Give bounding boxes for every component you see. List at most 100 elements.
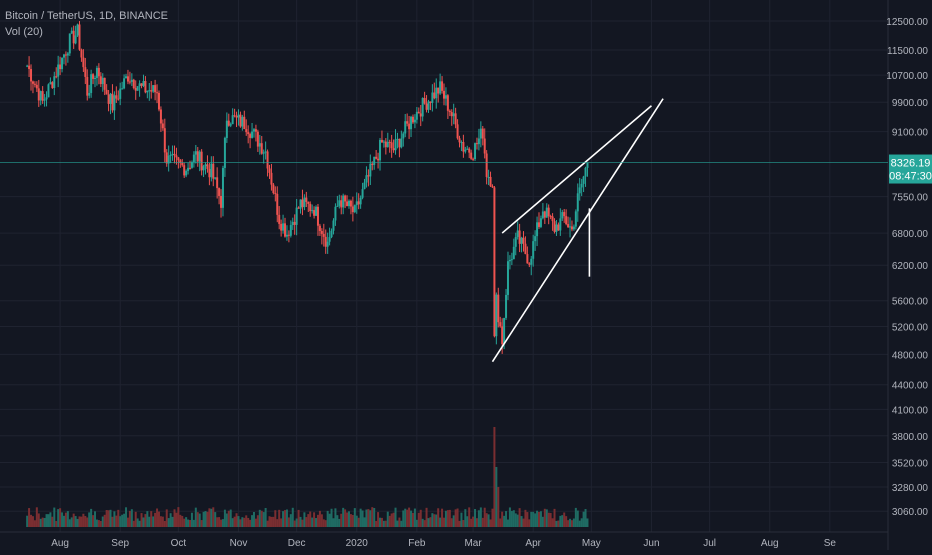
volume-bar xyxy=(254,518,257,527)
volume-bar xyxy=(270,516,273,527)
volume-bar xyxy=(400,520,403,527)
volume-bar xyxy=(169,513,172,527)
candle-body xyxy=(231,115,234,125)
volume-bar xyxy=(518,508,521,527)
candle-body xyxy=(45,97,48,100)
volume-bar xyxy=(59,508,62,527)
volume-bar xyxy=(35,507,38,527)
candle-body xyxy=(146,90,149,93)
volume-bar xyxy=(365,509,368,527)
candle-body xyxy=(439,81,442,94)
candle-body xyxy=(47,84,50,98)
candle-body xyxy=(55,76,58,78)
volume-bar xyxy=(563,512,566,527)
volume-bar xyxy=(505,511,508,527)
volume-bar xyxy=(530,511,533,527)
price-axis[interactable]: 12500.00 11500.00 10700.00 9900.00 9100.00 75… xyxy=(886,17,928,518)
price-tick-label: 6800.00 xyxy=(892,229,929,240)
volume-bar xyxy=(245,515,248,527)
volume-bar xyxy=(181,515,184,527)
candle-body xyxy=(103,77,106,90)
volume-bar xyxy=(97,520,100,527)
volume-bar xyxy=(328,513,331,527)
candle-body xyxy=(190,162,193,168)
time-axis[interactable]: Aug Sep Oct Nov Dec 2020 Feb Mar Apr May Jun Jul Aug… xyxy=(51,538,836,549)
candle-body xyxy=(514,236,517,247)
symbol-title[interactable]: Bitcoin / TetherUS, 1D, BINANCE xyxy=(5,10,169,22)
candle-body xyxy=(241,116,244,127)
time-tick-label: Sep xyxy=(111,538,129,549)
candle-body xyxy=(518,230,521,244)
volume-bar xyxy=(289,514,292,527)
candle-body xyxy=(532,241,535,259)
volume-bar xyxy=(450,518,453,527)
volume-bar xyxy=(303,512,306,527)
candle-body xyxy=(140,83,143,86)
price-tick-label: 9900.00 xyxy=(892,98,929,109)
candle-body xyxy=(375,156,378,159)
volume-bar xyxy=(144,514,147,527)
candle-body xyxy=(268,168,271,173)
candle-body xyxy=(303,197,306,208)
candle-body xyxy=(126,76,129,82)
candle-body xyxy=(150,90,153,92)
candle-body xyxy=(479,128,482,139)
candle-body xyxy=(274,192,277,194)
price-tick-label: 4100.00 xyxy=(892,405,929,416)
candle-body xyxy=(491,186,494,188)
candle-body xyxy=(272,184,275,193)
candle-body xyxy=(163,128,166,153)
candle-body xyxy=(497,294,500,323)
volume-bar xyxy=(295,518,298,527)
volume-bar xyxy=(159,516,162,527)
volume-bar xyxy=(86,517,89,527)
candle-body xyxy=(423,97,426,104)
candle-body xyxy=(123,78,126,89)
trend-drawings[interactable] xyxy=(491,98,664,363)
candle-body xyxy=(444,95,447,99)
volume-bar xyxy=(220,519,223,527)
candle-body xyxy=(208,168,211,178)
volume-indicator-label[interactable]: Vol (20) xyxy=(5,26,43,38)
volume-bar xyxy=(94,511,97,527)
candle-body xyxy=(567,224,570,228)
volume-bar xyxy=(551,518,554,527)
candle-body xyxy=(99,76,102,85)
volume-bar xyxy=(301,519,304,527)
volume-bar xyxy=(189,520,192,527)
candle-body xyxy=(196,151,199,162)
candle-body xyxy=(237,114,240,118)
volume-bars xyxy=(26,427,589,527)
candle-body xyxy=(62,54,65,58)
candle-body xyxy=(84,67,87,77)
candle-body xyxy=(460,142,463,144)
volume-bar xyxy=(324,520,327,527)
volume-bar xyxy=(361,510,364,527)
volume-bar xyxy=(78,516,81,527)
volume-bar xyxy=(483,507,486,527)
candle-body xyxy=(247,132,250,135)
candle-body xyxy=(287,234,290,236)
candle-body xyxy=(355,201,358,206)
candle-body xyxy=(495,294,498,337)
volume-bar xyxy=(282,511,285,527)
volume-bar xyxy=(543,508,546,527)
volume-bar xyxy=(305,517,308,527)
volume-bar xyxy=(39,518,42,527)
volume-bar xyxy=(561,515,564,527)
price-tick-label: 6200.00 xyxy=(892,261,929,272)
volume-bar xyxy=(138,520,141,527)
volume-bar xyxy=(61,512,64,527)
volume-bar xyxy=(439,517,442,527)
candle-body xyxy=(115,95,118,99)
candle-body xyxy=(392,148,395,151)
chart-grid xyxy=(0,0,888,532)
candle-body xyxy=(183,165,186,176)
candle-body xyxy=(53,76,56,89)
candle-body xyxy=(474,143,477,159)
candle-body xyxy=(578,187,581,194)
candle-body xyxy=(157,92,160,110)
volume-bar xyxy=(396,520,399,527)
candle-body xyxy=(80,49,83,58)
